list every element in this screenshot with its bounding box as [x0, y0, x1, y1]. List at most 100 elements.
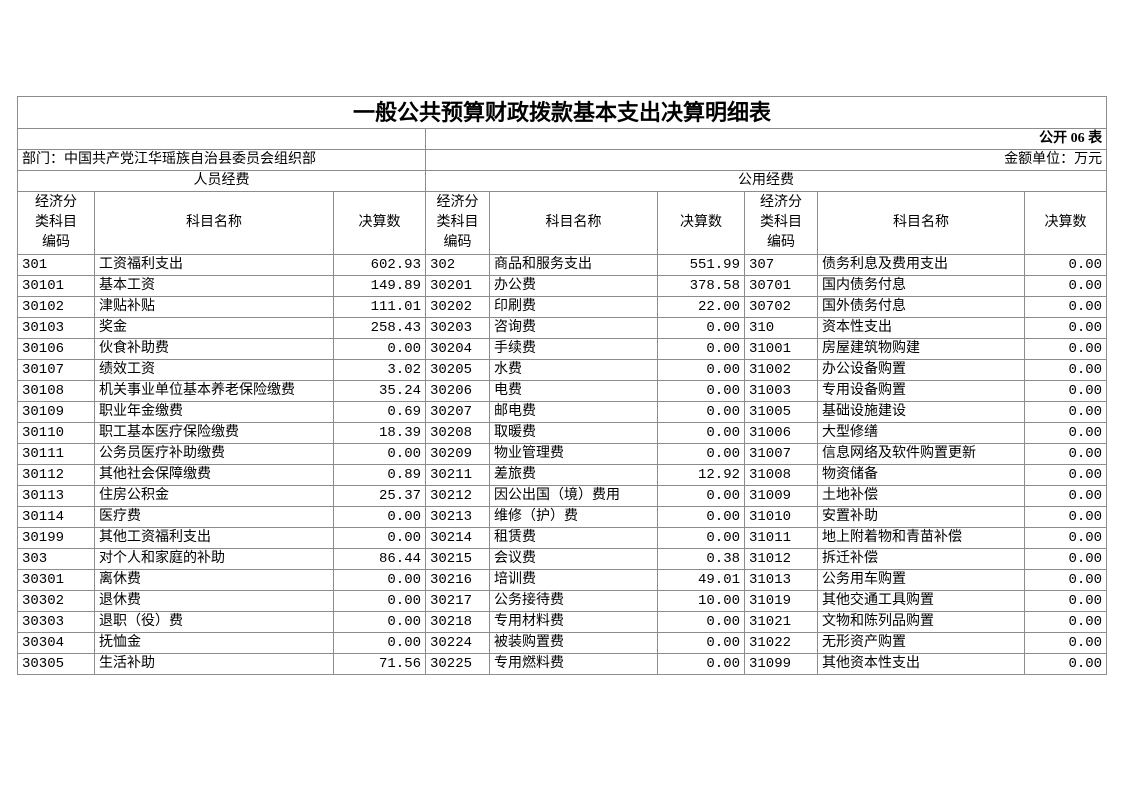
code-cell: 302: [425, 254, 490, 276]
amount-cell: 71.56: [333, 653, 426, 675]
name-cell: 国外债务付息: [817, 296, 1025, 318]
amount-cell: 0.00: [657, 611, 745, 633]
header-text: 决算数: [1044, 215, 1087, 230]
code-cell: 31009: [744, 485, 818, 507]
name-cell: 安置补助: [817, 506, 1025, 528]
code-cell: 30305: [17, 653, 95, 675]
name-cell: 伙食补助费: [94, 338, 334, 360]
amount-cell: 0.00: [333, 611, 426, 633]
code-cell: 30103: [17, 317, 95, 339]
amount-cell: 0.00: [1023, 527, 1108, 549]
code-cell: 31012: [744, 548, 818, 570]
code-cell: 31006: [744, 422, 818, 444]
name-cell: 生活补助: [94, 653, 334, 675]
code-cell: 30205: [425, 359, 490, 381]
amount-cell: 0.00: [333, 632, 426, 654]
table-title: 一般公共预算财政拨款基本支出决算明细表: [16, 96, 1108, 129]
name-cell: 租赁费: [489, 527, 658, 549]
name-cell: 资本性支出: [817, 317, 1025, 339]
table-row: 30304 抚恤金 0.00 30224 被装购置费 0.00 31022 无形资产购置 0.0…: [17, 632, 1108, 654]
amount-cell: 0.00: [657, 317, 745, 339]
column-header: 决算数: [1023, 191, 1108, 255]
amount-cell: 0.00: [657, 422, 745, 444]
code-cell: 30214: [425, 527, 490, 549]
code-cell: 30701: [744, 275, 818, 297]
code-cell: 30224: [425, 632, 490, 654]
name-cell: 职业年金缴费: [94, 401, 334, 423]
table-row: 30199 其他工资福利支出 0.00 30214 租赁费 0.00 31011 地上附着物和…: [17, 527, 1108, 549]
amount-cell: 0.38: [657, 548, 745, 570]
column-header: 经济分类科目编码: [425, 191, 490, 255]
header-text: 经济分类科目编码: [760, 195, 802, 250]
name-cell: 机关事业单位基本养老保险缴费: [94, 380, 334, 402]
header-text: 科目名称: [893, 215, 949, 230]
blank-cell: [17, 128, 426, 150]
name-cell: 债务利息及费用支出: [817, 254, 1025, 276]
amount-cell: 86.44: [333, 548, 426, 570]
table-row: 303 对个人和家庭的补助 86.44 30215 会议费 0.38 31012 拆迁补偿 0.…: [17, 548, 1108, 570]
name-cell: 差旅费: [489, 464, 658, 486]
table-row: 30302 退休费 0.00 30217 公务接待费 10.00 31019 其他交通工具购置…: [17, 590, 1108, 612]
amount-cell: 0.00: [1023, 464, 1108, 486]
name-cell: 抚恤金: [94, 632, 334, 654]
code-cell: 30202: [425, 296, 490, 318]
name-cell: 物资储备: [817, 464, 1025, 486]
amount-cell: 0.00: [333, 338, 426, 360]
table-row: 30109 职业年金缴费 0.69 30207 邮电费 0.00 31005 基础设施建设 0.…: [17, 401, 1108, 423]
table-row: 30101 基本工资 149.89 30201 办公费 378.58 30701 国内债务付息…: [17, 275, 1108, 297]
name-cell: 会议费: [489, 548, 658, 570]
amount-cell: 0.00: [657, 380, 745, 402]
code-cell: 30212: [425, 485, 490, 507]
name-cell: 退休费: [94, 590, 334, 612]
name-cell: 维修（护）费: [489, 506, 658, 528]
amount-cell: 0.00: [657, 506, 745, 528]
column-header: 决算数: [333, 191, 426, 255]
code-cell: 30304: [17, 632, 95, 654]
name-cell: 手续费: [489, 338, 658, 360]
code-cell: 30216: [425, 569, 490, 591]
amount-cell: 0.00: [1023, 422, 1108, 444]
amount-cell: 0.00: [1023, 548, 1108, 570]
amount-cell: 378.58: [657, 275, 745, 297]
amount-cell: 0.00: [333, 506, 426, 528]
code-cell: 30108: [17, 380, 95, 402]
amount-cell: 0.00: [657, 338, 745, 360]
amount-cell: 0.00: [657, 485, 745, 507]
amount-cell: 0.00: [657, 632, 745, 654]
department: 部门：中国共产党江华瑶族自治县委员会组织部: [17, 149, 426, 171]
name-cell: 被装购置费: [489, 632, 658, 654]
name-cell: 土地补偿: [817, 485, 1025, 507]
code-cell: 31010: [744, 506, 818, 528]
name-cell: 专用材料费: [489, 611, 658, 633]
header-text: 决算数: [358, 215, 401, 230]
amount-cell: 258.43: [333, 317, 426, 339]
amount-cell: 0.00: [1023, 590, 1108, 612]
name-cell: 因公出国（境）费用: [489, 485, 658, 507]
table-row: 30108 机关事业单位基本养老保险缴费 35.24 30206 电费 0.00 31003…: [17, 380, 1108, 402]
column-header: 经济分类科目编码: [17, 191, 95, 255]
table-row: 30107 绩效工资 3.02 30205 水费 0.00 31002 办公设备购置 0.00: [17, 359, 1108, 381]
header-text: 经济分类科目编码: [436, 195, 479, 250]
name-cell: 无形资产购置: [817, 632, 1025, 654]
code-cell: 31003: [744, 380, 818, 402]
amount-cell: 0.69: [333, 401, 426, 423]
amount-cell: 0.00: [657, 653, 745, 675]
amount-cell: 0.00: [657, 527, 745, 549]
name-cell: 专用燃料费: [489, 653, 658, 675]
code-cell: 30111: [17, 443, 95, 465]
code-cell: 31011: [744, 527, 818, 549]
table-row: 30110 职工基本医疗保险缴费 18.39 30208 取暖费 0.00 31006 大型修…: [17, 422, 1108, 444]
code-cell: 30112: [17, 464, 95, 486]
amount-cell: 18.39: [333, 422, 426, 444]
name-cell: 住房公积金: [94, 485, 334, 507]
code-cell: 30218: [425, 611, 490, 633]
name-cell: 咨询费: [489, 317, 658, 339]
name-cell: 工资福利支出: [94, 254, 334, 276]
code-cell: 30113: [17, 485, 95, 507]
name-cell: 退职（役）费: [94, 611, 334, 633]
name-cell: 电费: [489, 380, 658, 402]
code-cell: 30225: [425, 653, 490, 675]
amount-cell: 0.00: [1023, 401, 1108, 423]
name-cell: 地上附着物和青苗补偿: [817, 527, 1025, 549]
amount-cell: 0.00: [657, 443, 745, 465]
